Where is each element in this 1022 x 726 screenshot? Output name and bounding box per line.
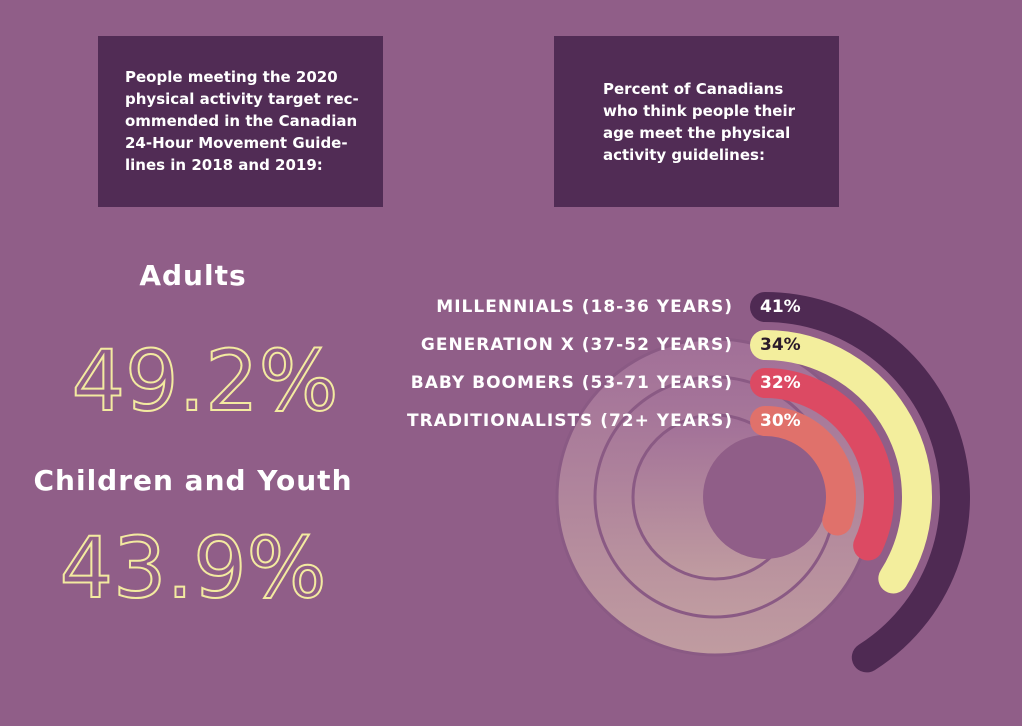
- box-text: Percent of Canadians: [603, 80, 783, 98]
- category-label: GENERATION X (37-52 YEARS): [421, 335, 733, 355]
- stat-label: Children and Youth: [33, 464, 352, 497]
- box-text: age meet the physical: [603, 124, 790, 142]
- category-label: BABY BOOMERS (53-71 YEARS): [411, 373, 733, 393]
- value-label: 30%: [760, 411, 801, 431]
- box-text: physical activity target rec-: [125, 90, 359, 108]
- value-label: 34%: [760, 335, 801, 355]
- category-label: TRADITIONALISTS (72+ YEARS): [407, 411, 733, 431]
- value-label: 32%: [760, 373, 801, 393]
- box-text: 24-Hour Movement Guide-: [125, 134, 348, 152]
- box-text: People meeting the 2020: [125, 68, 338, 86]
- radial-bar: [750, 292, 970, 673]
- stat-value: 43.9%: [60, 519, 327, 617]
- info-box: [554, 36, 839, 207]
- radial-bar: [750, 368, 894, 561]
- box-text: lines in 2018 and 2019:: [125, 156, 323, 174]
- category-label: MILLENNIALS (18-36 YEARS): [436, 297, 733, 317]
- box-text: activity guidelines:: [603, 146, 765, 164]
- box-text: ommended in the Canadian: [125, 112, 357, 130]
- box-text: who think people their: [603, 102, 796, 120]
- radial-bar: [750, 406, 856, 536]
- radial-bar: [750, 330, 932, 594]
- value-label: 41%: [760, 297, 801, 317]
- stat-value: 49.2%: [72, 332, 339, 430]
- stat-label: Adults: [139, 259, 246, 292]
- info-box: [98, 36, 383, 207]
